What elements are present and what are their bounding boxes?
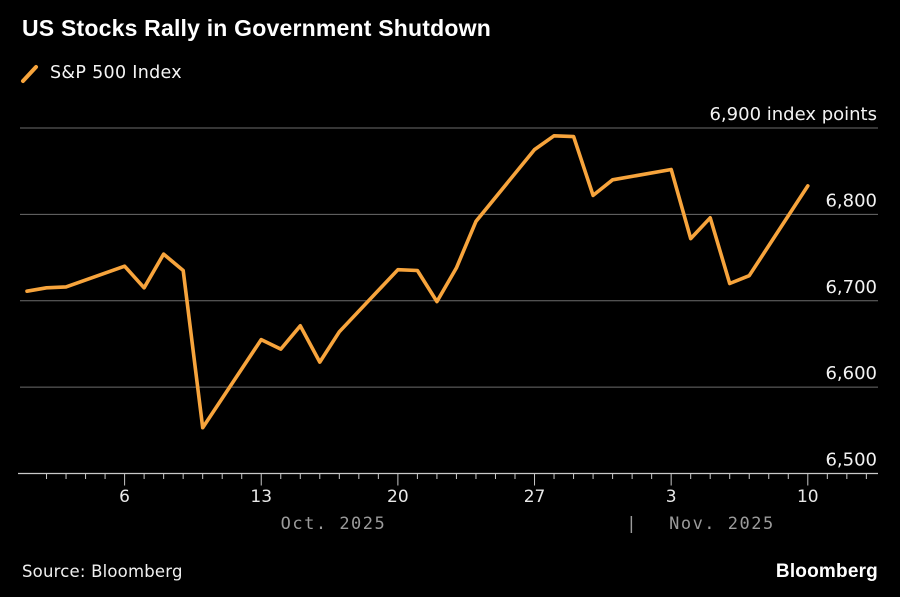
month-label: | xyxy=(626,514,638,534)
month-label: Nov. 2025 xyxy=(669,514,775,534)
x-tick-label: 27 xyxy=(524,487,546,507)
x-tick-label: 3 xyxy=(666,487,677,507)
legend: S&P 500 Index xyxy=(20,62,182,84)
x-tick-label: 6 xyxy=(119,487,130,507)
chart-title: US Stocks Rally in Government Shutdown xyxy=(22,15,491,41)
bloomberg-logo: Bloomberg xyxy=(775,561,878,582)
source-note: Source: Bloomberg xyxy=(22,562,183,581)
y-tick-label: 6,700 xyxy=(825,277,877,298)
x-tick-label: 10 xyxy=(797,487,819,507)
series-slash-icon xyxy=(21,65,38,83)
y-tick-label: 6,600 xyxy=(825,363,877,384)
y-tick-label: 6,500 xyxy=(825,450,877,471)
month-label: Oct. 2025 xyxy=(281,514,387,534)
series-line xyxy=(25,134,810,430)
footer: Source: Bloomberg Bloomberg xyxy=(0,561,900,583)
x-tick-label: 13 xyxy=(250,487,272,507)
x-tick-label: 20 xyxy=(387,487,409,507)
legend-label: S&P 500 Index xyxy=(50,63,182,83)
y-tick-label: 6,800 xyxy=(825,190,877,211)
y-tick-label: 6,900 index points xyxy=(709,104,877,125)
